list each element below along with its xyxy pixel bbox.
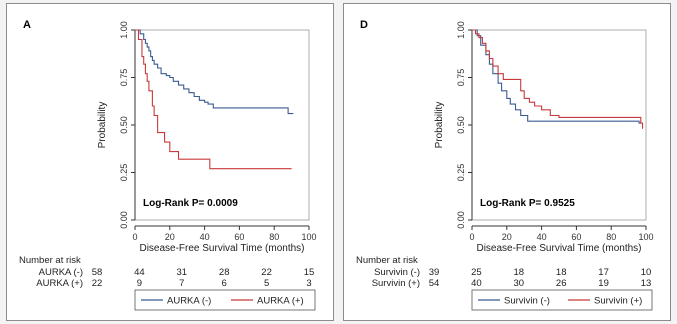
y-axis-label: Probability (97, 102, 108, 149)
legend-box (471, 289, 653, 311)
y-tick-label: 0.75 (456, 69, 466, 87)
y-tick-label: 0.50 (119, 116, 129, 134)
risk-count: 19 (598, 278, 609, 289)
y-axis-label: Probability (434, 102, 445, 149)
risk-count: 18 (556, 267, 567, 278)
risk-table-title: Number at risk (356, 255, 418, 266)
panel-letter: D (360, 19, 368, 31)
x-tick-label: 40 (537, 232, 547, 242)
km-chart-svg: A 0.00 0.25 0.50 0.75 1.00 Probability 0 20 40 60 8… (19, 19, 317, 311)
risk-count: 25 (471, 267, 482, 278)
x-tick-label: 0 (469, 232, 474, 242)
risk-count: 30 (514, 278, 525, 289)
risk-count: 15 (304, 267, 315, 278)
risk-count: 58 (92, 267, 103, 278)
risk-count: 3 (306, 278, 311, 289)
km-panel-d: D 0.00 0.25 0.50 0.75 1.00 Probability 0 20 40 60 8… (343, 3, 671, 321)
risk-count: 17 (598, 267, 609, 278)
x-tick-label: 0 (132, 232, 137, 242)
y-tick-label: 0.00 (456, 211, 466, 229)
x-tick-label: 100 (301, 232, 316, 242)
y-tick-label: 1.00 (456, 21, 466, 39)
risk-count: 22 (92, 278, 103, 289)
y-tick-label: 0.50 (456, 116, 466, 134)
log-rank-annotation: Log-Rank P= 0.9525 (480, 198, 575, 209)
legend-label: AURKA (-) (167, 296, 211, 307)
risk-row-label: AURKA (-) (39, 267, 83, 278)
risk-count: 13 (641, 278, 652, 289)
x-tick-label: 60 (234, 232, 244, 242)
legend-label: AURKA (+) (257, 296, 304, 307)
risk-count: 9 (137, 278, 142, 289)
x-axis-label: Disease-Free Survival Time (months) (476, 243, 641, 254)
risk-table-title: Number at risk (19, 255, 81, 266)
legend-box (134, 289, 316, 311)
risk-count: 7 (179, 278, 184, 289)
km-curve-1 (135, 29, 292, 170)
plot-frame (471, 29, 647, 221)
risk-count: 5 (264, 278, 269, 289)
risk-count: 39 (429, 267, 440, 278)
km-curve-0 (472, 29, 641, 124)
km-curve-1 (472, 29, 644, 129)
km-curve-0 (135, 29, 294, 115)
risk-row-label: Survivin (-) (374, 267, 420, 278)
y-tick-label: 0.25 (119, 164, 129, 182)
risk-count: 18 (514, 267, 525, 278)
legend-label: Survivin (-) (504, 296, 550, 307)
x-tick-label: 40 (200, 232, 210, 242)
risk-count: 10 (641, 267, 652, 278)
risk-count: 31 (177, 267, 188, 278)
risk-count: 6 (222, 278, 227, 289)
risk-count: 40 (471, 278, 482, 289)
y-tick-label: 1.00 (119, 21, 129, 39)
risk-count: 28 (219, 267, 230, 278)
x-tick-label: 80 (606, 232, 616, 242)
km-chart-svg: D 0.00 0.25 0.50 0.75 1.00 Probability 0 20 40 60 8… (356, 19, 654, 311)
risk-row-label: Survivin (+) (372, 278, 420, 289)
y-tick-label: 0.75 (119, 69, 129, 87)
x-tick-label: 80 (269, 232, 279, 242)
y-tick-label: 0.00 (119, 211, 129, 229)
log-rank-annotation: Log-Rank P= 0.0009 (143, 198, 238, 209)
risk-count: 54 (429, 278, 440, 289)
x-tick-label: 20 (165, 232, 175, 242)
legend-label: Survivin (+) (594, 296, 642, 307)
risk-count: 26 (556, 278, 567, 289)
risk-row-label: AURKA (+) (36, 278, 83, 289)
panel-letter: A (23, 19, 31, 31)
risk-count: 22 (261, 267, 272, 278)
risk-count: 44 (134, 267, 145, 278)
y-tick-label: 0.25 (456, 164, 466, 182)
plot-frame (134, 29, 310, 221)
x-tick-label: 20 (502, 232, 512, 242)
x-tick-label: 100 (638, 232, 653, 242)
x-axis-label: Disease-Free Survival Time (months) (139, 243, 304, 254)
x-tick-label: 60 (571, 232, 581, 242)
km-panel-a: A 0.00 0.25 0.50 0.75 1.00 Probability 0 20 40 60 8… (6, 3, 334, 321)
